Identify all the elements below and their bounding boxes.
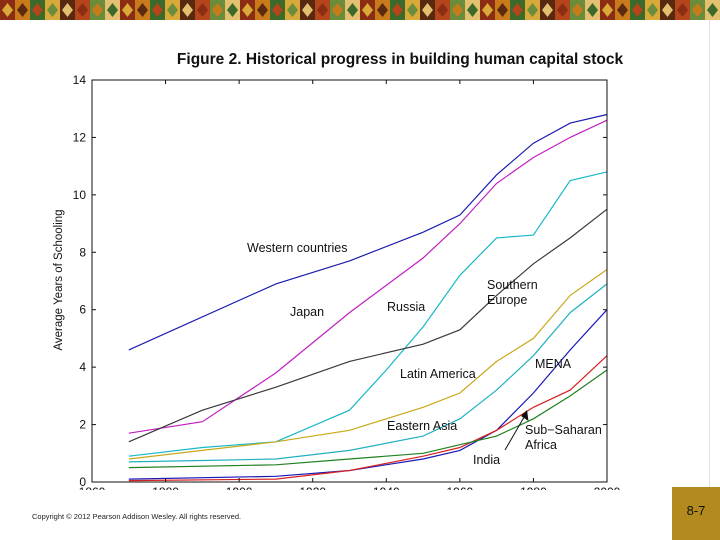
banner-diamond	[167, 3, 178, 17]
series-line-western-countries	[128, 113, 608, 351]
banner-diamond	[182, 3, 193, 17]
banner-pattern	[0, 0, 720, 20]
series-line-russia	[128, 171, 608, 457]
series-label-sub-saharan-africa: Sub−Saharan Africa	[525, 423, 602, 452]
x-tick-label: 1900	[226, 485, 253, 490]
banner-diamond	[452, 3, 463, 17]
banner-diamond	[332, 3, 343, 17]
banner-diamond	[362, 3, 373, 17]
banner-diamond	[347, 3, 358, 17]
y-tick-label: 10	[73, 188, 87, 202]
decorative-right-strip	[709, 20, 720, 495]
banner-diamond	[377, 3, 388, 17]
banner-diamond	[212, 3, 223, 17]
x-tick-label: 1980	[520, 485, 547, 490]
copyright-notice: Copyright © 2012 Pearson Addison Wesley.…	[32, 512, 242, 521]
banner-diamond	[227, 3, 238, 17]
banner-diamond	[497, 3, 508, 17]
banner-diamond	[407, 3, 418, 17]
banner-diamond	[527, 3, 538, 17]
banner-diamond	[77, 3, 88, 17]
chart: Figure 2. Historical progress in buildin…	[53, 51, 624, 490]
banner-diamond	[512, 3, 523, 17]
banner-diamond	[122, 3, 133, 17]
series-label-southern-europe: Southern Europe	[487, 278, 538, 307]
series-line-eastern-asia	[128, 283, 608, 463]
x-tick-label: 1860	[79, 485, 106, 490]
banner-diamond	[137, 3, 148, 17]
banner-diamond	[272, 3, 283, 17]
banner-diamond	[647, 3, 658, 17]
banner-diamond	[47, 3, 58, 17]
y-tick-label: 6	[79, 303, 86, 317]
banner-diamond	[632, 3, 643, 17]
series-line-india	[128, 355, 608, 482]
banner-diamond	[2, 3, 13, 17]
banner-diamond	[572, 3, 583, 17]
plot-frame	[91, 79, 608, 483]
x-tick-label: 2000	[594, 485, 621, 490]
series-line-latin-america	[128, 269, 608, 460]
banner-diamond	[482, 3, 493, 17]
banner-diamond	[62, 3, 73, 17]
banner-diamond	[317, 3, 328, 17]
banner-diamond	[392, 3, 403, 17]
x-tick-label: 1880	[152, 485, 179, 490]
india-arrow	[504, 410, 529, 451]
banner-diamond	[707, 3, 718, 17]
banner-diamond	[92, 3, 103, 17]
series-line-sub-saharan-africa	[128, 369, 608, 469]
series-label-mena: MENA	[535, 357, 572, 371]
series-line-southern-europe	[128, 208, 608, 443]
decorative-banner	[0, 0, 720, 20]
banner-diamond	[32, 3, 43, 17]
series-line-mena	[128, 309, 608, 480]
banner-diamond	[692, 3, 703, 17]
banner-diamond	[617, 3, 628, 17]
series-label-western-countries: Western countries	[247, 241, 348, 255]
slide-number: 8-7	[686, 503, 706, 518]
slide-number-box: 8-7	[672, 487, 720, 540]
y-axis-label: Average Years of Schooling	[53, 209, 65, 350]
series-label-japan: Japan	[290, 305, 324, 319]
series-line-japan	[128, 119, 608, 434]
series-label-latin-america: Latin America	[400, 367, 476, 381]
y-tick-label: 12	[73, 130, 87, 144]
banner-diamond	[557, 3, 568, 17]
banner-diamond	[107, 3, 118, 17]
x-tick-label: 1960	[447, 485, 474, 490]
y-tick-label: 0	[79, 475, 86, 489]
y-tick-label: 14	[73, 73, 87, 87]
y-tick-label: 2	[79, 418, 86, 432]
banner-diamond	[242, 3, 253, 17]
y-tick-label: 8	[79, 245, 86, 259]
banner-diamond	[467, 3, 478, 17]
banner-diamond	[602, 3, 613, 17]
banner-diamond	[17, 3, 28, 17]
banner-diamond	[437, 3, 448, 17]
series-label-russia: Russia	[387, 300, 425, 314]
series-label-eastern-asia: Eastern Asia	[387, 419, 457, 433]
x-tick-label: 1920	[299, 485, 326, 490]
banner-diamond	[422, 3, 433, 17]
x-tick-label: 1940	[373, 485, 400, 490]
banner-diamond	[257, 3, 268, 17]
series-label-india: India	[473, 453, 500, 467]
banner-diamond	[542, 3, 553, 17]
y-tick-label: 4	[79, 360, 86, 374]
chart-title: Figure 2. Historical progress in buildin…	[177, 51, 624, 68]
banner-diamond	[197, 3, 208, 17]
banner-diamond	[677, 3, 688, 17]
banner-diamond	[662, 3, 673, 17]
banner-diamond	[302, 3, 313, 17]
banner-diamond	[587, 3, 598, 17]
banner-diamond	[287, 3, 298, 17]
banner-diamond	[152, 3, 163, 17]
